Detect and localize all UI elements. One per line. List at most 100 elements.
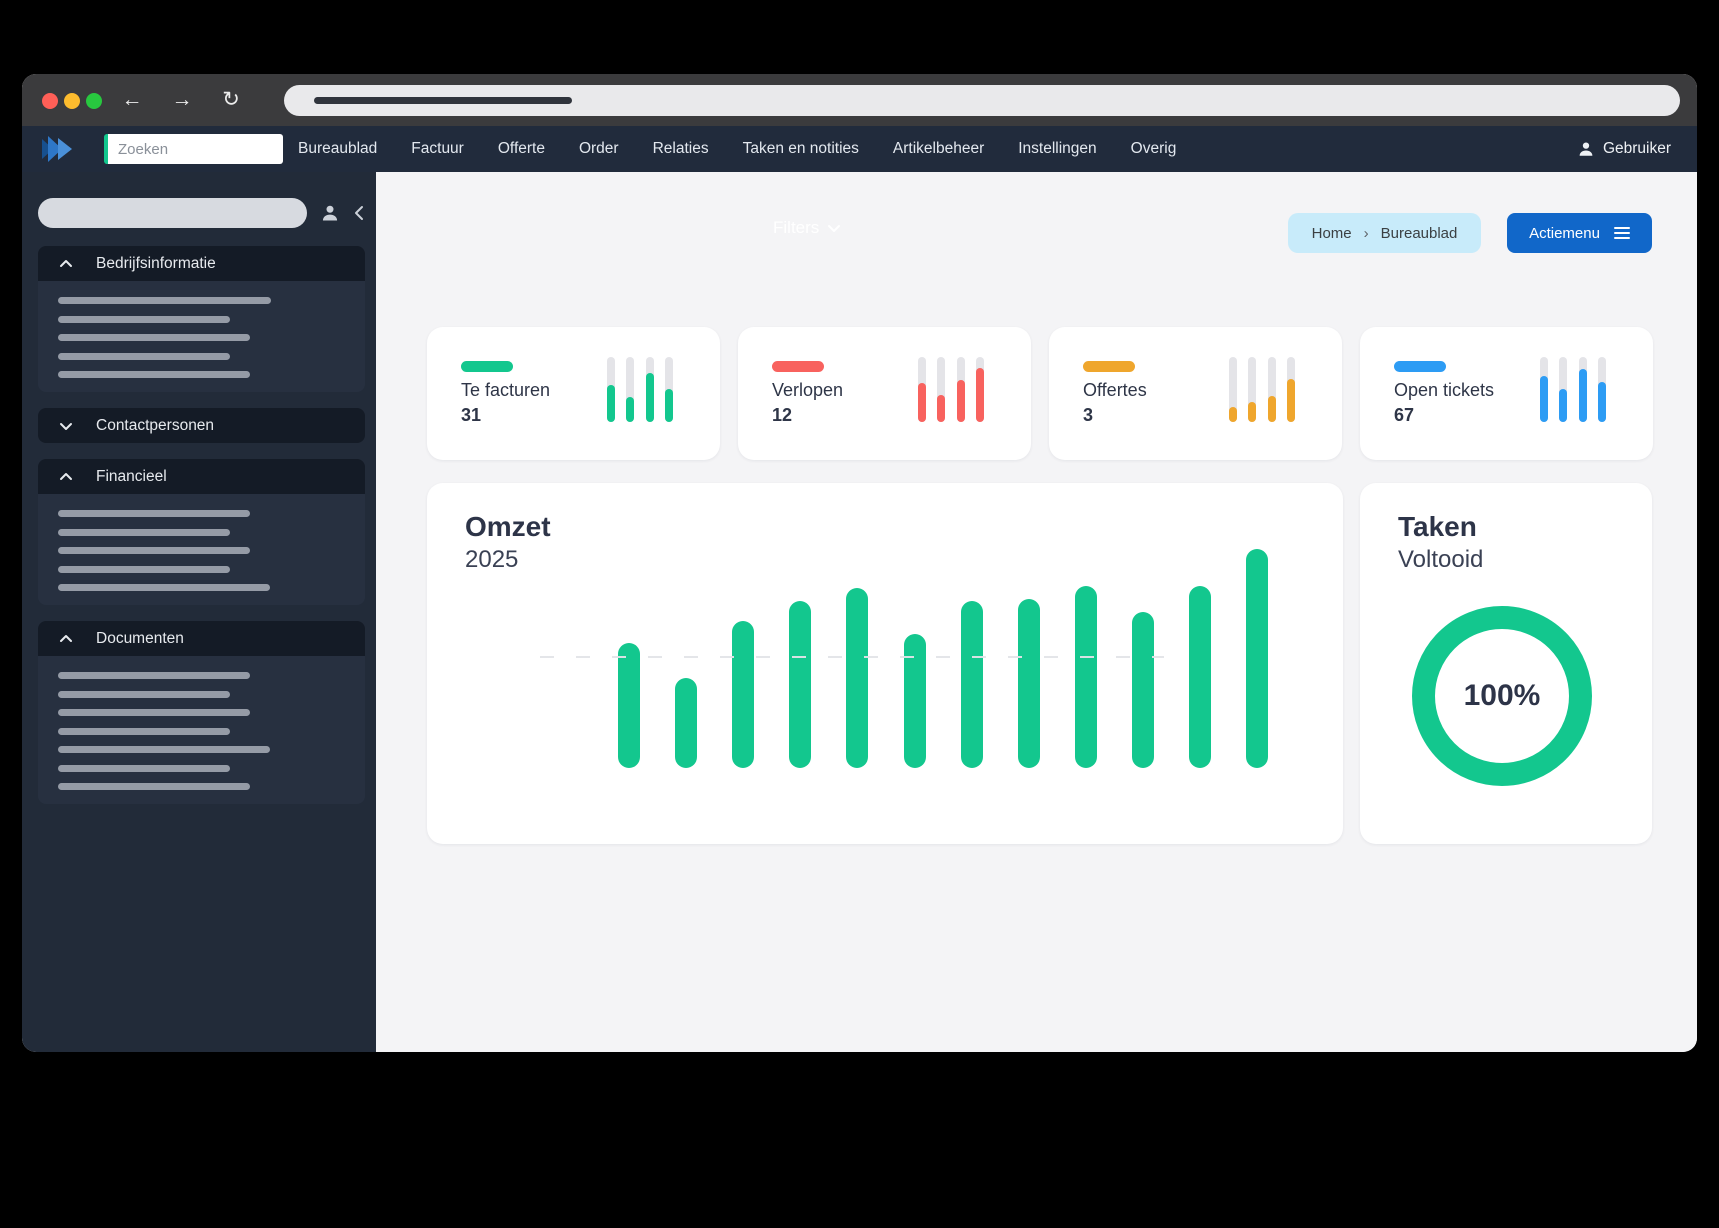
mini-bar-track [646,357,654,422]
stat-card-verlopen[interactable]: Verlopen 12 [738,327,1031,460]
nav-item-instellingen[interactable]: Instellingen [1018,140,1097,157]
back-icon[interactable]: ← [121,88,143,111]
traffic-light-close-button[interactable] [42,93,58,109]
sidebar: Bedrijfsinformatie Contactpersonen Financi… [22,172,376,1052]
stat-card-accent-pill [772,361,824,372]
sidebar-search-input[interactable] [38,198,307,228]
nav-item-factuur[interactable]: Factuur [411,140,464,157]
sidebar-section-label: Contactpersonen [96,416,215,434]
sidebar-section-header-financieel[interactable]: Financieel [38,459,365,494]
sidebar-section-header-documenten[interactable]: Documenten [38,621,365,656]
skeleton-line [58,764,230,772]
url-bar[interactable] [284,85,1680,116]
mini-bar-fill [1268,396,1276,422]
mini-bar-track [1248,357,1256,422]
tasks-card-subtitle: Voltooid [1398,546,1484,573]
mini-bar-fill [918,383,926,422]
mini-bar-fill [665,389,673,422]
revenue-chart-subtitle: 2025 [465,546,519,573]
revenue-bar [789,601,811,768]
skeleton-line [58,690,230,698]
stat-card-value: 3 [1083,405,1094,425]
stat-card-value: 67 [1394,405,1415,425]
mini-bar-fill [1287,379,1295,422]
sidebar-section-body [38,656,365,804]
tasks-donut-card: Taken Voltooid 100% [1360,483,1652,844]
revenue-bar [904,634,926,768]
nav-item-order[interactable]: Order [578,140,619,157]
chevron-up-icon [60,259,72,267]
forward-icon[interactable]: → [171,88,193,111]
mini-bar-fill [1559,389,1567,422]
mini-bar-fill [1540,376,1548,422]
mini-bar-track [957,357,965,422]
skeleton-line [58,783,250,790]
skeleton-line [58,352,230,360]
traffic-light-zoom-button[interactable] [86,93,102,109]
breadcrumb-separator: › [1363,224,1369,242]
nav-item-offerte[interactable]: Offerte [497,140,545,157]
stat-cards-row: Te facturen 31 Verlopen 12 Offertes 3 Open tic… [376,327,1697,460]
app-logo-icon [42,136,72,162]
skeleton-line [58,315,230,323]
nav-item-taken-en-notities[interactable]: Taken en notities [742,140,859,157]
nav-item-artikelbeheer[interactable]: Artikelbeheer [892,140,985,157]
mini-bar-track [1598,357,1606,422]
tasks-card-title: Taken [1398,511,1477,542]
mini-bar-track [1287,357,1295,422]
mini-bar-fill [976,368,984,422]
skeleton-line [58,528,230,536]
skeleton-line [58,709,250,716]
stat-card-te-facturen[interactable]: Te facturen 31 [427,327,720,460]
nav-item-bureaublad[interactable]: Bureaublad [298,140,378,157]
mini-bar-fill [937,395,945,422]
revenue-bar [846,588,868,768]
navbar-search-input[interactable] [104,134,283,164]
nav-item-overig[interactable]: Overig [1130,140,1177,157]
action-menu-label: Actiemenu [1529,224,1600,242]
mini-bar-track [626,357,634,422]
breadcrumb: Home › Bureaublad [1288,213,1481,253]
breadcrumb-home-link[interactable]: Home [1311,224,1352,242]
stat-card-label: Open tickets [1394,380,1495,400]
sidebar-section-body [38,494,365,605]
user-menu[interactable]: Gebruiker [1577,126,1671,172]
hamburger-icon [1613,224,1630,242]
browser-chrome: ← → ↻ [22,74,1697,126]
mini-bar-track [937,357,945,422]
sidebar-section-bedrijfsinformatie: Bedrijfsinformatie [38,246,365,392]
chevron-up-icon [60,634,72,642]
breadcrumb-current-page[interactable]: Bureaublad [1380,224,1458,242]
sidebar-section-header-contactpersonen[interactable]: Contactpersonen [38,408,365,443]
traffic-light-minimize-button[interactable] [64,93,80,109]
chevron-down-icon [828,224,841,232]
stat-card-open-tickets[interactable]: Open tickets 67 [1360,327,1653,460]
stat-card-value: 31 [461,405,482,425]
skeleton-line [58,746,270,753]
sidebar-collapse-icon[interactable] [352,205,366,221]
mini-bar-track [1559,357,1567,422]
stat-card-offertes[interactable]: Offertes 3 [1049,327,1342,460]
mini-bar-track [1268,357,1276,422]
skeleton-line [58,334,250,341]
filters-dropdown[interactable]: Filters [773,218,841,238]
skeleton-line [58,565,230,573]
refresh-icon[interactable]: ↻ [222,88,240,111]
mini-bar-fill [607,385,615,422]
sidebar-section-header-bedrijfsinformatie[interactable]: Bedrijfsinformatie [38,246,365,281]
mini-bar-track [918,357,926,422]
mini-bar-track [1229,357,1237,422]
url-text-placeholder [314,97,572,104]
mini-bar-track [665,357,673,422]
mini-bar-fill [626,397,634,422]
revenue-chart-title: Omzet [465,511,551,542]
sidebar-user-icon[interactable] [320,203,340,223]
stat-card-accent-pill [461,361,513,372]
revenue-bar [961,601,983,768]
skeleton-line [58,371,250,378]
action-menu-button[interactable]: Actiemenu [1507,213,1652,253]
nav-item-relaties[interactable]: Relaties [652,140,709,157]
chevron-down-icon [60,422,72,430]
stat-card-value: 12 [772,405,793,425]
mini-bar-track [607,357,615,422]
